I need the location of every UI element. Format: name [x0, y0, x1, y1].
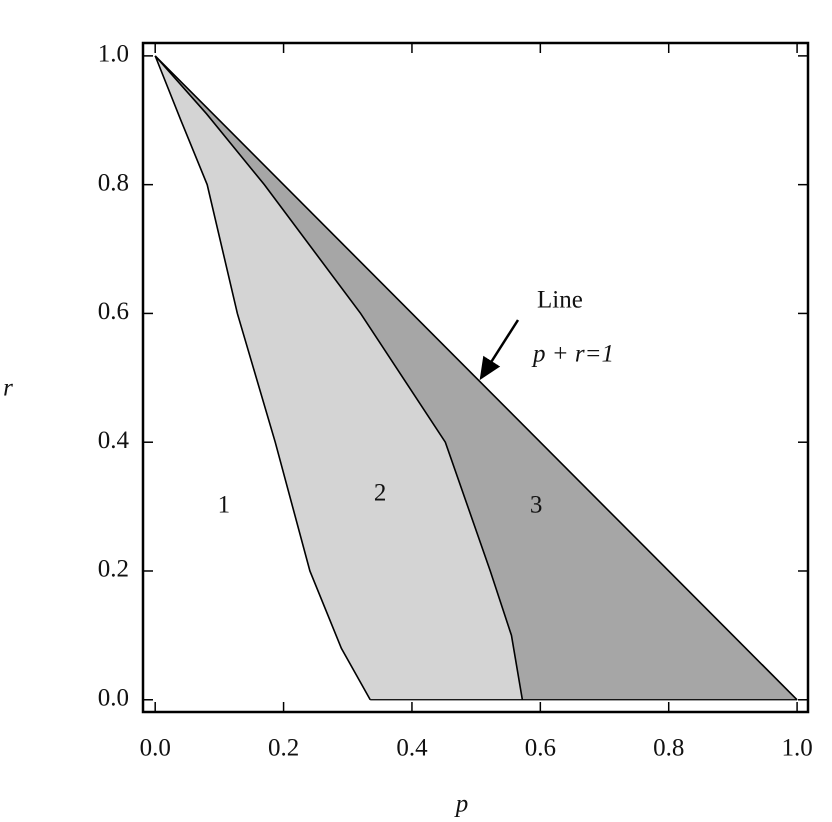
y-tick-label: 0.4: [98, 427, 130, 454]
x-tick-label: 0.6: [525, 735, 556, 762]
x-axis-label: p: [454, 791, 469, 818]
plot-frame: [141, 41, 810, 714]
x-tick-label: 1.0: [781, 735, 812, 762]
x-tick-label: 0.8: [653, 735, 684, 762]
y-tick-label: 0.2: [98, 556, 129, 583]
x-tick-label: 0.4: [396, 735, 428, 762]
annotation-line2: p + r=1: [531, 341, 614, 368]
boundary-curve: [154, 55, 798, 701]
annotation-line1: Line: [537, 287, 583, 314]
boundary-curve: [154, 55, 371, 701]
region-label: 2: [374, 479, 387, 506]
region: [155, 55, 371, 700]
region-label: 3: [530, 491, 543, 518]
region-label: 1: [218, 491, 231, 518]
region: [155, 55, 523, 700]
x-tick-label: 0.0: [140, 735, 171, 762]
regions: [155, 55, 798, 700]
boundary-curve: [154, 55, 524, 700]
annotation-arrow: [479, 319, 520, 381]
y-tick-label: 0.6: [98, 298, 129, 325]
y-tick-label: 0.8: [98, 169, 129, 196]
x-tick-label: 0.2: [268, 735, 299, 762]
y-tick-label: 1.0: [98, 41, 129, 68]
plot-layer: 0.0 0.2 0.4 0.6 0.8 1.0 0.0 0.2 0.4 0.6 0.8 1.0 1 2 3: [98, 41, 813, 762]
y-tick-label: 0.0: [98, 685, 129, 712]
y-axis-label: r: [3, 375, 13, 402]
